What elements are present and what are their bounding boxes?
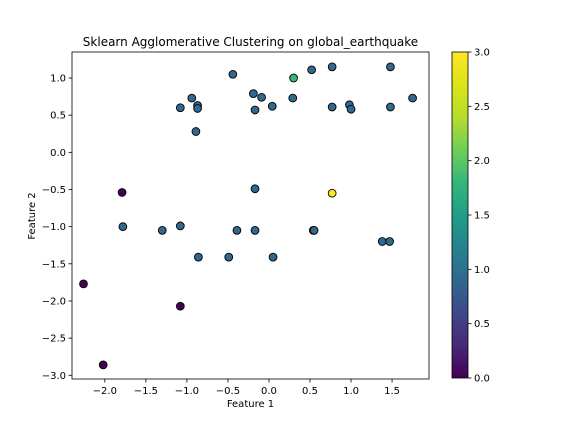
data-point	[175, 103, 185, 113]
x-tick-label: −1.5	[134, 386, 158, 397]
colorbar-gradient	[451, 51, 469, 379]
x-tick-label: −0.5	[216, 386, 240, 397]
x-tick-label: −2.0	[93, 386, 117, 397]
colorbar-tick-label: 0.5	[474, 319, 490, 330]
data-point	[157, 226, 167, 235]
data-point	[408, 93, 417, 103]
data-point	[346, 104, 356, 114]
plot-area: −2.0 −1.5 −1.0 −0.5 0.0 0.5 1.0 1.5 −3.0 −2.5 −2.…	[42, 51, 430, 397]
x-axis-label: Feature 1	[227, 399, 274, 410]
chart-title: Sklearn Agglomerative Clustering on glob…	[83, 35, 418, 49]
data-point	[385, 237, 394, 246]
y-tick-label: 1.0	[50, 74, 66, 85]
data-point	[327, 102, 337, 112]
x-tick-label: 0.0	[261, 386, 277, 397]
data-point	[327, 188, 337, 198]
data-point	[267, 101, 277, 111]
y-tick-label: −1.5	[42, 259, 66, 270]
data-point	[194, 252, 203, 262]
data-point	[307, 65, 316, 75]
data-point	[250, 226, 260, 235]
colorbar-tick-label: 1.5	[474, 211, 490, 222]
colorbar-tick-label: 2.5	[474, 102, 490, 113]
colorbar-tick-label: 0.0	[474, 374, 490, 385]
y-tick-label: −0.5	[42, 185, 66, 196]
x-tick-label: 1.0	[343, 386, 359, 397]
data-point	[250, 184, 260, 194]
data-point	[175, 301, 185, 311]
data-point	[327, 62, 337, 72]
y-axis-label: Feature 2	[27, 192, 38, 239]
y-tick-label: −1.0	[42, 222, 66, 233]
colorbar-ticks: 0.0 0.5 1.0 1.5 2.0 2.5 3.0	[468, 48, 490, 385]
y-axis: −3.0 −2.5 −2.0 −1.5 −1.0 −0.5 0.0 0.5 1.0	[42, 74, 72, 382]
data-point	[118, 222, 128, 231]
data-point	[289, 73, 298, 83]
data-point	[232, 226, 242, 235]
data-point	[386, 62, 395, 72]
data-point	[191, 127, 201, 136]
data-point	[386, 102, 395, 112]
data-point	[193, 104, 202, 113]
scatter-points	[79, 62, 417, 370]
colorbar-tick-label: 1.0	[474, 265, 490, 276]
data-point	[228, 69, 238, 79]
data-point	[175, 221, 185, 231]
data-point	[117, 188, 127, 197]
y-tick-label: 0.5	[50, 111, 66, 122]
colorbar: 0.0 0.5 1.0 1.5 2.0 2.5 3.0	[451, 48, 490, 385]
data-point	[224, 252, 234, 262]
x-tick-label: 0.5	[302, 386, 318, 397]
data-point	[98, 360, 108, 370]
x-tick-label: 1.5	[384, 386, 400, 397]
data-point	[79, 279, 88, 289]
data-point	[268, 252, 278, 262]
data-point	[249, 89, 258, 98]
y-tick-label: −2.0	[42, 296, 66, 307]
y-tick-label: −3.0	[42, 371, 66, 382]
data-point	[187, 93, 197, 103]
data-point	[250, 105, 260, 115]
data-point	[377, 237, 387, 246]
data-point	[257, 92, 266, 102]
y-tick-label: −2.5	[42, 334, 66, 345]
x-tick-label: −1.0	[175, 386, 199, 397]
data-point	[309, 226, 319, 235]
data-point	[288, 93, 298, 103]
colorbar-tick-label: 3.0	[474, 48, 490, 59]
y-tick-label: 0.0	[50, 148, 66, 159]
x-axis: −2.0 −1.5 −1.0 −0.5 0.0 0.5 1.0 1.5	[93, 379, 400, 397]
colorbar-tick-label: 2.0	[474, 156, 490, 167]
plot-frame	[71, 51, 430, 380]
